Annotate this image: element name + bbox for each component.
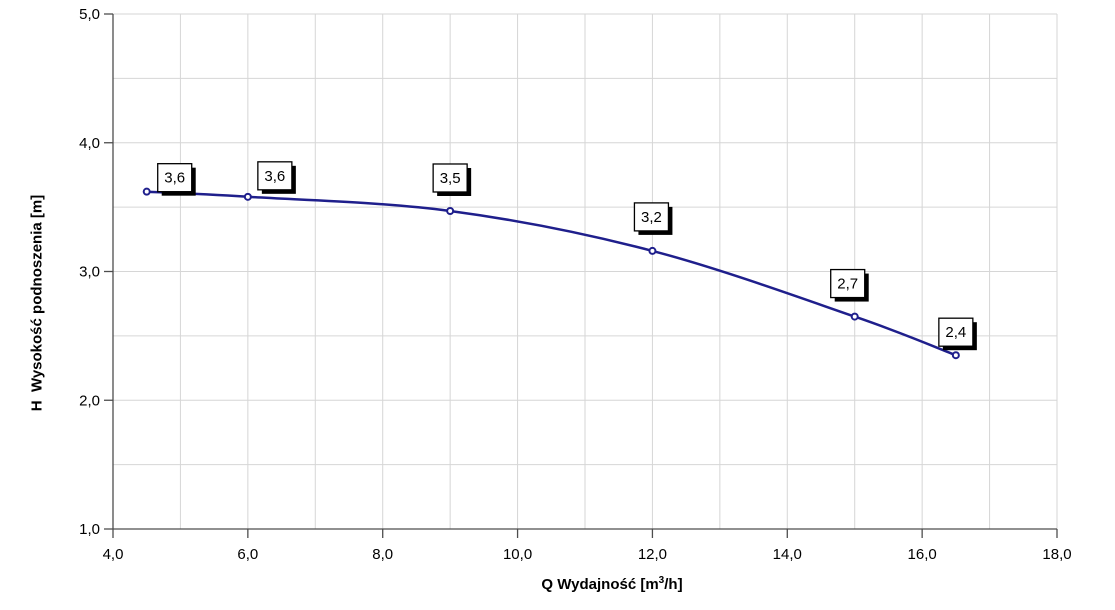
data-point-marker (142, 187, 151, 196)
data-point-marker (243, 192, 252, 201)
x-tick-label: 12,0 (638, 546, 667, 563)
x-tick-label: 10,0 (503, 546, 532, 563)
data-point-marker (446, 206, 455, 215)
x-tick-label: 18,0 (1042, 546, 1071, 563)
x-tick-label: 4,0 (103, 546, 124, 563)
data-label-text: 3,6 (164, 170, 185, 187)
x-axis-title-suffix: /h] (664, 576, 683, 593)
x-tick-label: 6,0 (237, 546, 258, 563)
data-label-box (257, 161, 293, 191)
data-label-text: 3,6 (264, 168, 285, 185)
y-axis-title: H Wysokość podnoszenia [m] (28, 194, 46, 412)
data-label-text: 2,4 (945, 324, 966, 341)
data-point-marker (850, 312, 859, 321)
x-tick-label: 8,0 (372, 546, 393, 563)
data-label-box (633, 202, 670, 232)
data-label-box (432, 163, 468, 193)
data-label-text: 3,2 (641, 209, 662, 226)
y-tick-label: 2,0 (79, 392, 100, 409)
data-label-text: 3,5 (440, 170, 461, 187)
x-axis-title: Q Wydajność [m3/h] (541, 575, 683, 594)
x-tick-label: 14,0 (773, 546, 802, 563)
y-tick-label: 3,0 (79, 264, 100, 281)
x-axis-title-superscript: 3 (658, 575, 665, 586)
data-point-marker (648, 246, 657, 255)
data-point-marker (951, 351, 960, 360)
y-tick-label: 1,0 (79, 521, 100, 538)
y-tick-label: 4,0 (79, 135, 100, 152)
x-tick-label: 16,0 (908, 546, 937, 563)
data-label-box (938, 317, 974, 347)
data-label-box (830, 268, 866, 299)
data-label-text: 2,7 (837, 276, 858, 293)
x-axis-title-prefix: Q Wydajność [m (541, 576, 659, 593)
y-tick-label: 5,0 (79, 6, 100, 23)
data-label-box (157, 163, 193, 193)
